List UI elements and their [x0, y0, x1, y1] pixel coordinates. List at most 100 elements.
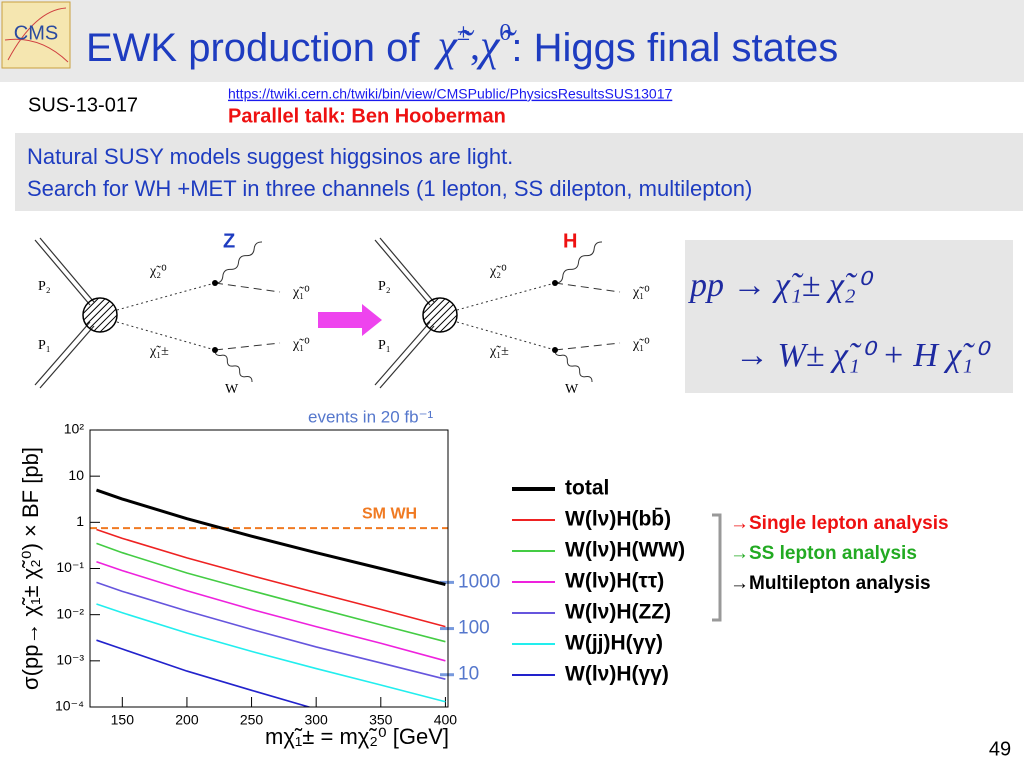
proton-line	[34, 239, 91, 306]
series-line	[96, 528, 446, 628]
proton-line	[379, 325, 435, 389]
x-tick-label: 400	[434, 712, 458, 728]
title-text: EWK production of	[86, 26, 420, 70]
boson-line	[554, 349, 593, 383]
particle-label: χ̃₁⁰	[292, 285, 310, 300]
vertex	[552, 347, 558, 353]
proton-line	[379, 237, 435, 303]
legend-label: W(jj)H(γγ)	[565, 632, 663, 655]
x-tick-label: 200	[175, 712, 199, 728]
legend-label: W(lν)H(bb̄)	[565, 508, 671, 531]
annotation: →SS lepton analysis	[730, 543, 917, 564]
particle-label: χ̃₂⁰	[489, 264, 507, 279]
y-tick-label: 10	[68, 467, 84, 483]
particle-label: P₂	[38, 279, 51, 294]
vertex	[552, 280, 558, 286]
particle-label: W	[565, 382, 579, 397]
logo-text: CMS	[14, 22, 58, 44]
feynman-diagram: H P₂ P₁ χ̃₂⁰ χ̃₁± χ̃₁⁰ χ̃₁⁰ W	[374, 230, 650, 397]
reference-label: SM WH	[362, 505, 417, 522]
annotation: →Multilepton analysis	[730, 573, 931, 594]
proton-line	[374, 239, 431, 306]
particle-label: Z	[223, 230, 235, 252]
formula: → W± χ̃₁⁰ + H χ̃₁⁰	[735, 337, 991, 374]
x-tick-label: 250	[240, 712, 264, 728]
x-axis-label: mχ̃₁± = mχ̃₂⁰ [GeV]	[265, 724, 449, 749]
vertex	[212, 347, 218, 353]
formula: pp → χ̃₁± χ̃₂⁰	[688, 267, 874, 304]
particle-label: χ̃₁±	[489, 344, 509, 359]
dotted-line	[116, 321, 216, 351]
y-tick-label: 10⁻³	[56, 652, 84, 668]
y2-tick-label: 1000	[458, 571, 500, 592]
proton-line	[39, 237, 95, 303]
dotted-line	[456, 321, 556, 351]
summary-box	[15, 133, 1023, 211]
dashed-line	[214, 282, 281, 293]
legend-label: W(lν)H(WW)	[565, 539, 685, 562]
page-number: 49	[989, 738, 1011, 760]
particle-label: P₁	[38, 338, 51, 353]
formula-box	[685, 240, 1013, 393]
feynman-diagram: Z P₂ P₁ χ̃₂⁰ χ̃₁± χ̃₁⁰ χ̃₁⁰ W	[34, 230, 310, 397]
x-tick-label: 350	[369, 712, 393, 728]
y-tick-label: 10²	[64, 421, 85, 437]
proton-line	[39, 325, 95, 389]
plot-frame	[89, 429, 449, 708]
title-math: 0	[499, 20, 511, 46]
legend-label: W(lν)H(ττ)	[565, 570, 664, 593]
boson-line	[214, 349, 253, 383]
vertex	[212, 280, 218, 286]
title-bar	[0, 0, 1024, 82]
y2-tick-label: 10	[458, 664, 479, 685]
dashed-line	[554, 282, 621, 293]
slide-title: EWK production of χ̃±,χ̃0: Higgs final st…	[86, 20, 838, 71]
dotted-line	[456, 282, 556, 311]
particle-label: χ̃₁⁰	[632, 285, 650, 300]
particle-label: W	[225, 382, 239, 397]
logo-box	[1, 1, 71, 69]
particle-label: P₂	[378, 279, 391, 294]
summary-line: Search for WH +MET in three channels (1 …	[27, 176, 752, 201]
y-tick-label: 10⁻⁴	[55, 698, 84, 714]
series-line	[96, 542, 446, 643]
vertex-blob	[82, 297, 118, 333]
boson-line	[554, 241, 603, 284]
dotted-line	[116, 282, 216, 311]
series-line	[96, 603, 446, 703]
link[interactable]: https://twiki.cern.ch/twiki/bin/view/CMS…	[228, 86, 672, 102]
particle-label: χ̃₁±	[149, 344, 169, 359]
legend-label: total	[565, 477, 609, 500]
y2-tick-label: 100	[458, 618, 490, 639]
legend-label: W(lν)H(γγ)	[565, 663, 669, 686]
y-tick-label: 10⁻¹	[56, 559, 84, 575]
particle-label: χ̃₁⁰	[632, 337, 650, 352]
y2-axis-label: events in 20 fb⁻¹	[308, 407, 434, 426]
series-line	[95, 488, 446, 586]
title-math: ±	[457, 20, 470, 46]
x-tick-label: 150	[111, 712, 135, 728]
summary-line: Natural SUSY models suggest higgsinos ar…	[27, 144, 513, 169]
series-line	[96, 560, 446, 662]
vertex-blob	[422, 297, 458, 333]
series-line	[96, 581, 446, 680]
series-line	[96, 639, 312, 707]
bracket	[712, 513, 722, 622]
proton-line	[34, 321, 91, 386]
y-axis-label: σ(pp→ χ̃₁± χ̃₂⁰) × BF [pb]	[18, 447, 43, 690]
plot-lines	[90, 488, 448, 707]
boson-line	[214, 241, 263, 284]
logo-swoosh	[4, 7, 69, 63]
arrow-label: Z→H	[328, 300, 356, 314]
talk: Parallel talk: Ben Hooberman	[228, 105, 506, 127]
y-tick-label: 1	[76, 513, 84, 529]
dashed-line	[214, 342, 281, 351]
legend-label: W(lν)H(ZZ)	[565, 601, 671, 624]
dashed-line	[554, 342, 621, 351]
arrow	[318, 304, 382, 336]
y-tick-label: 10⁻²	[56, 605, 84, 621]
title-math: ,	[470, 23, 480, 68]
proton-line	[374, 321, 431, 386]
x-tick-label: 300	[304, 712, 328, 728]
